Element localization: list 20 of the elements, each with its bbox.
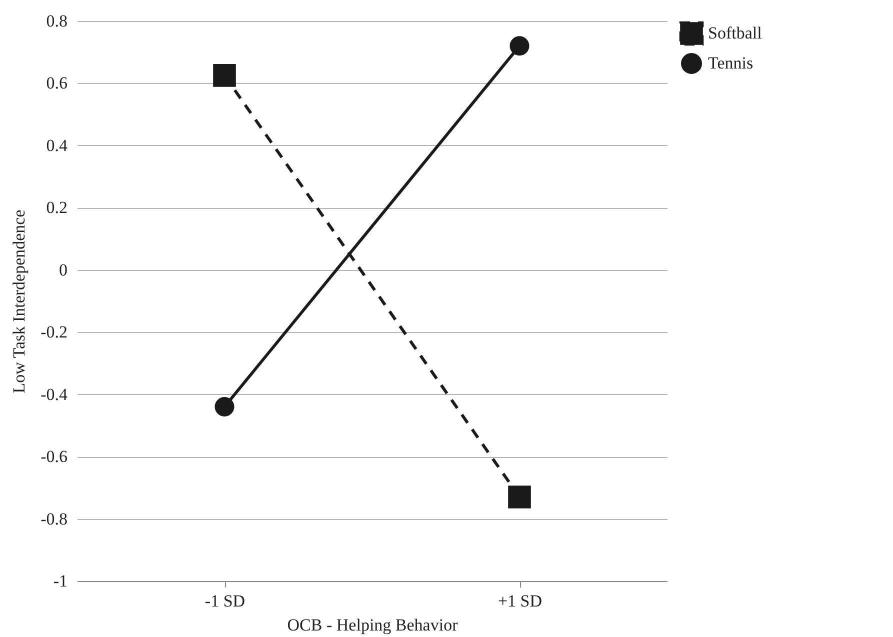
- legend-label: Tennis: [708, 54, 754, 72]
- x-axis-title: OCB - Helping Behavior: [287, 616, 458, 634]
- point: [510, 36, 530, 56]
- y-tick-label: -0.2: [40, 322, 68, 342]
- y-tick-label: 0.2: [46, 198, 68, 218]
- x-tick-label: -1 SD: [204, 592, 246, 610]
- y-tick-label: 0.8: [46, 12, 68, 30]
- point: [214, 397, 234, 417]
- y-tick-label: 0.6: [46, 74, 68, 93]
- y-axis-title: Low Task Interdependence: [10, 210, 29, 394]
- point: [213, 64, 236, 87]
- legend-label: Softball: [708, 24, 762, 42]
- y-tick-label: -0.4: [40, 384, 68, 404]
- y-tick-label: -1: [53, 572, 68, 590]
- y-tick-label: -0.8: [40, 509, 68, 528]
- y-tick-label: 0.4: [46, 136, 68, 155]
- y-tick-label: -0.6: [40, 447, 68, 466]
- x-tick-label: +1 SD: [498, 592, 542, 610]
- y-tick-label: 0: [59, 260, 68, 280]
- point: [508, 486, 531, 508]
